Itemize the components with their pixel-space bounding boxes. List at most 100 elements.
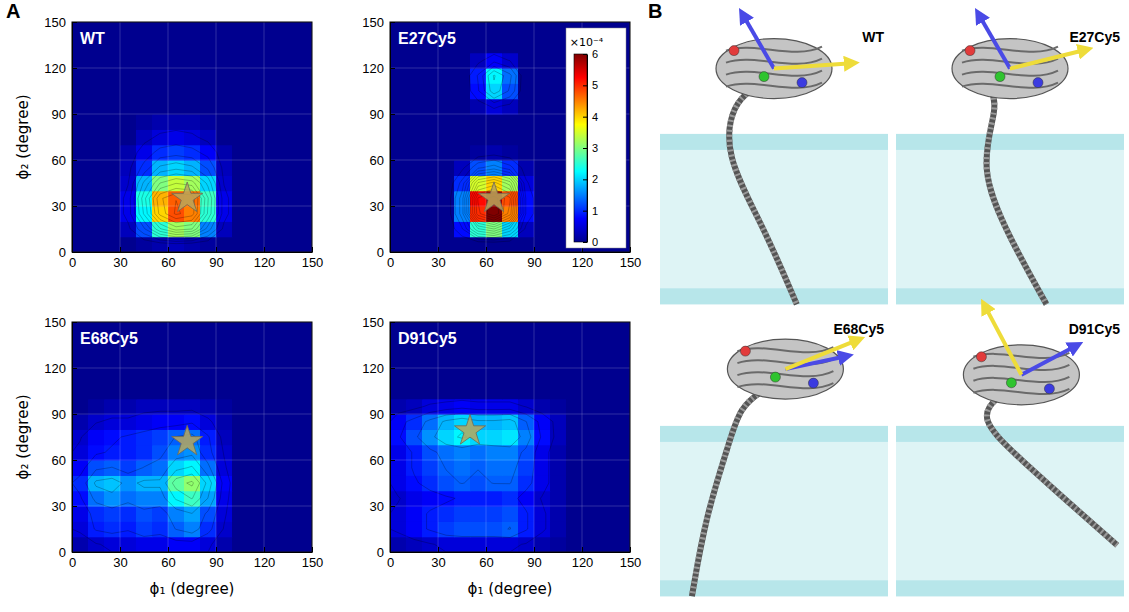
tick: 150 xyxy=(362,315,395,330)
x-axis-title: ϕ₁ (degree) xyxy=(150,580,235,598)
plot-frame xyxy=(72,22,312,252)
contour-line xyxy=(187,481,194,486)
y-axis: 0306090120150 xyxy=(362,15,395,260)
cell xyxy=(280,506,297,522)
cell xyxy=(390,191,407,207)
cell xyxy=(550,383,567,399)
cell xyxy=(422,68,439,84)
cell xyxy=(72,445,89,461)
cell xyxy=(296,368,312,384)
contour-line xyxy=(86,434,217,533)
protein xyxy=(963,306,1079,405)
cell xyxy=(88,206,105,222)
y-axis-title: ϕ₂ (degree) xyxy=(14,95,32,180)
cell xyxy=(598,491,615,507)
y-axis-title: ϕ₂ (degree) xyxy=(14,395,32,480)
atom xyxy=(1044,384,1054,394)
cell xyxy=(550,429,567,445)
contour-line xyxy=(468,177,517,229)
tick-mark xyxy=(486,547,487,552)
beta-strand xyxy=(737,347,833,352)
tick-mark xyxy=(72,414,77,415)
contour-line xyxy=(472,182,514,224)
panel-letter: B xyxy=(648,0,662,22)
cell xyxy=(280,83,297,99)
cell xyxy=(534,37,551,53)
cell xyxy=(470,460,487,476)
cell xyxy=(486,114,503,130)
cell xyxy=(518,129,535,145)
cell xyxy=(136,145,153,161)
cell xyxy=(550,129,567,145)
cell xyxy=(232,414,249,430)
cell xyxy=(88,445,105,461)
tick-label: 120 xyxy=(254,555,276,570)
tick-label: 60 xyxy=(479,555,493,570)
cell xyxy=(72,114,89,130)
cell xyxy=(296,460,312,476)
cell xyxy=(550,368,567,384)
tick: 2 xyxy=(583,173,598,185)
cell xyxy=(422,237,439,252)
cell xyxy=(296,537,312,552)
cell xyxy=(438,383,455,399)
cell xyxy=(566,368,583,384)
cell xyxy=(614,491,630,507)
axis-arrow xyxy=(979,15,1010,69)
cell xyxy=(248,399,265,415)
grid-line xyxy=(72,22,73,252)
tick-label: 60 xyxy=(161,555,175,570)
x-axis: 0306090120150 xyxy=(69,247,323,270)
cell xyxy=(296,445,312,461)
tick-mark xyxy=(583,148,587,149)
cells xyxy=(390,22,630,252)
cell xyxy=(248,475,265,491)
tick-mark xyxy=(583,117,587,118)
cell xyxy=(184,83,201,99)
cell xyxy=(534,337,551,353)
cell xyxy=(136,68,153,84)
cell xyxy=(598,429,615,445)
cell xyxy=(486,337,503,353)
cell xyxy=(614,537,630,552)
cell xyxy=(232,353,249,369)
cell xyxy=(232,160,249,176)
cell xyxy=(422,537,439,552)
cell xyxy=(136,491,153,507)
grid-line xyxy=(72,506,312,507)
cell xyxy=(104,237,121,252)
cell xyxy=(470,337,487,353)
cell xyxy=(120,160,137,176)
grid-line xyxy=(72,460,312,461)
cell xyxy=(72,145,89,161)
cell xyxy=(550,206,567,222)
cell xyxy=(598,414,615,430)
cell xyxy=(152,491,169,507)
cell xyxy=(470,475,487,491)
cell xyxy=(406,160,423,176)
colorbar-gradient xyxy=(574,54,587,242)
atom xyxy=(1006,378,1016,388)
beta-strand xyxy=(737,383,833,388)
cells xyxy=(390,322,630,552)
cell xyxy=(152,368,169,384)
cell xyxy=(72,237,89,252)
tick: 90 xyxy=(209,547,223,570)
cell xyxy=(264,175,281,191)
cell xyxy=(550,191,567,207)
cell xyxy=(454,237,471,252)
cell xyxy=(454,83,471,99)
cell xyxy=(296,383,312,399)
structure-panel: WT xyxy=(660,15,888,304)
cell xyxy=(264,353,281,369)
contour-line xyxy=(165,466,205,506)
star-marker xyxy=(454,415,485,445)
cell xyxy=(406,145,423,161)
tick-label: 150 xyxy=(362,15,384,30)
tick: 150 xyxy=(302,247,324,270)
tick-mark xyxy=(582,547,583,552)
tick-mark xyxy=(120,547,121,552)
cell xyxy=(390,114,407,130)
helix-turns xyxy=(986,89,1046,305)
cell xyxy=(232,237,249,252)
